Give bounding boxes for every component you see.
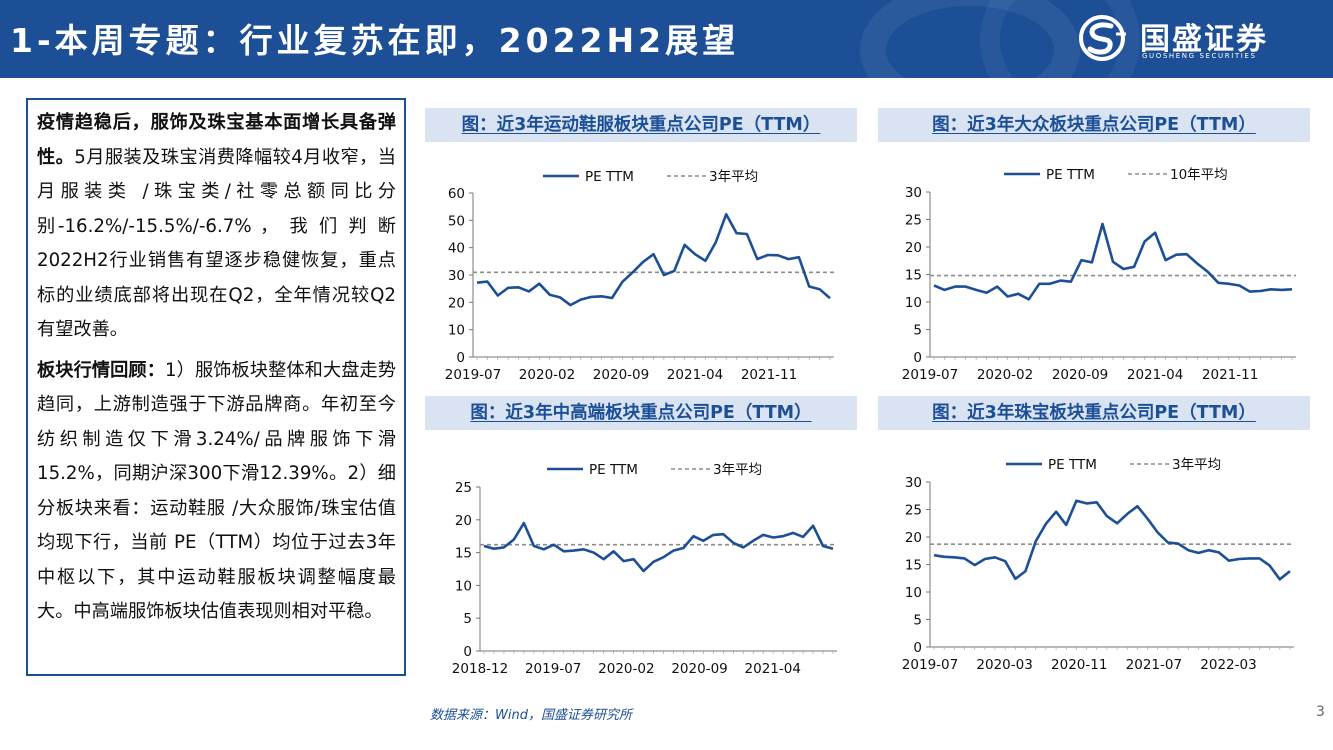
y-tick-label: 10 — [448, 323, 465, 339]
x-tick-label: 2021-04 — [745, 661, 801, 677]
pe-ttm-line — [483, 521, 834, 573]
logo-icon — [1079, 15, 1126, 61]
y-tick-label: 40 — [448, 241, 465, 257]
legend-label-pe: PE TTM — [585, 169, 634, 185]
y-tick-label: 20 — [455, 513, 472, 529]
legend-label-average: 3年平均 — [1172, 457, 1221, 473]
y-tick-label: 5 — [913, 323, 922, 339]
summary-heading-1: 疫情趋稳后，服饰及珠宝基本面增长具备弹性。 — [37, 112, 396, 168]
chart-jewelry: 0 5 10 15 20 25 30 2019-07 2020-03 2020-11 2021-07… — [902, 457, 1294, 673]
page-title: 1-本周专题：行业复苏在即，2022H2展望 — [10, 21, 740, 60]
y-tick-label: 10 — [455, 578, 472, 594]
legend-label-pe: PE TTM — [1048, 457, 1097, 473]
x-tick-label: 2021-04 — [667, 367, 723, 383]
y-tick-label: 0 — [913, 640, 922, 656]
x-tick-label: 2021-07 — [1126, 657, 1182, 673]
chart-highend: 0 5 10 15 20 25 2018-12 2019-07 2020-02 2020-09 20… — [452, 462, 837, 677]
x-tick-label: 2020-09 — [671, 661, 727, 677]
chart-title: 图：近3年运动鞋服板块重点公司PE（TTM） — [425, 108, 857, 142]
brand-logo: 国盛证券 GUOSHENG SECURITIES — [1076, 10, 1296, 72]
legend-label-pe: PE TTM — [589, 462, 638, 478]
summary-text-2: 1）服饰板块整体和大盘走势趋同，上游制造强于下游品牌商。年初至今纺织制造仅下滑3… — [37, 359, 396, 623]
chart-panel-sports: 图：近3年运动鞋服板块重点公司PE（TTM） 0 10 20 30 40 50 60 2019… — [425, 108, 857, 393]
pe-ttm-line — [933, 499, 1291, 581]
chart-mass: 0 5 10 15 20 25 30 2019-07 2020-02 2020-09 2021-04… — [902, 167, 1296, 383]
y-tick-label: 50 — [448, 213, 465, 229]
header-bar: 1-本周专题：行业复苏在即，2022H2展望 国盛证券 GUOSHENG SEC… — [0, 0, 1333, 78]
x-tick-label: 2019-07 — [902, 657, 958, 673]
chart-title: 图：近3年中高端板块重点公司PE（TTM） — [425, 396, 857, 430]
y-tick-label: 15 — [905, 558, 922, 574]
y-tick-label: 30 — [905, 475, 922, 491]
y-tick-label: 30 — [905, 185, 922, 201]
legend-label-average: 10年平均 — [1170, 167, 1228, 183]
y-tick-label: 5 — [913, 613, 922, 629]
summary-paragraph-1: 疫情趋稳后，服饰及珠宝基本面增长具备弹性。5月服装及珠宝消费降幅较4月收窄，当月… — [37, 106, 396, 348]
y-tick-label: 25 — [455, 480, 472, 496]
x-tick-label: 2021-11 — [741, 367, 797, 383]
chart-panel-jewelry: 图：近3年珠宝板块重点公司PE（TTM） 0 5 10 15 20 25 30 2019-07… — [878, 396, 1310, 691]
y-tick-label: 10 — [905, 585, 922, 601]
y-tick-label: 10 — [905, 295, 922, 311]
x-tick-label: 2020-09 — [593, 367, 649, 383]
y-tick-label: 0 — [913, 350, 922, 366]
x-tick-label: 2022-03 — [1200, 657, 1256, 673]
logo-text: 国盛证券 — [1140, 22, 1268, 57]
legend-label-pe: PE TTM — [1046, 167, 1095, 183]
y-tick-label: 15 — [905, 268, 922, 284]
summary-heading-2: 板块行情回顾： — [37, 359, 165, 381]
x-tick-label: 2021-11 — [1202, 367, 1258, 383]
pe-ttm-line — [933, 222, 1293, 301]
y-tick-label: 0 — [463, 644, 472, 660]
x-tick-label: 2019-07 — [902, 367, 958, 383]
y-tick-label: 25 — [905, 213, 922, 229]
x-tick-label: 2019-07 — [445, 367, 501, 383]
y-tick-label: 30 — [448, 268, 465, 284]
x-tick-label: 2020-11 — [1051, 657, 1107, 673]
x-tick-label: 2020-02 — [598, 661, 654, 677]
chart-sports: 0 10 20 30 40 50 60 2019-07 2020-02 2020-09 2021-0… — [445, 169, 834, 383]
pe-ttm-line — [476, 213, 831, 307]
x-tick-label: 2018-12 — [452, 661, 508, 677]
y-tick-label: 20 — [448, 295, 465, 311]
y-tick-label: 5 — [463, 611, 472, 627]
y-tick-label: 25 — [905, 503, 922, 519]
y-tick-label: 20 — [905, 530, 922, 546]
x-tick-label: 2019-07 — [525, 661, 581, 677]
data-source: 数据来源：Wind，国盛证券研究所 — [430, 708, 632, 723]
chart-panel-mass: 图：近3年大众板块重点公司PE（TTM） 0 5 10 15 20 25 30 2019-07… — [878, 108, 1310, 393]
summary-box: 疫情趋稳后，服饰及珠宝基本面增长具备弹性。5月服装及珠宝消费降幅较4月收窄，当月… — [26, 98, 406, 676]
legend-label-average: 3年平均 — [709, 169, 758, 185]
y-tick-label: 20 — [905, 240, 922, 256]
chart-title: 图：近3年珠宝板块重点公司PE（TTM） — [878, 396, 1310, 430]
summary-text-1: 5月服装及珠宝消费降幅较4月收窄，当月服装类 /珠宝类/社零总额同比分别-16.… — [37, 146, 396, 341]
x-tick-label: 2021-04 — [1127, 367, 1183, 383]
chart-panel-highend: 图：近3年中高端板块重点公司PE（TTM） 0 5 10 15 20 25 2018-12 2… — [425, 396, 857, 691]
header-decoration — [980, 0, 1140, 78]
page-number: 3 — [1316, 704, 1325, 720]
y-tick-label: 60 — [448, 186, 465, 202]
x-tick-label: 2020-02 — [519, 367, 575, 383]
x-tick-label: 2020-02 — [977, 367, 1033, 383]
legend-label-average: 3年平均 — [713, 462, 762, 478]
summary-paragraph-2: 板块行情回顾：1）服饰板块整体和大盘走势趋同，上游制造强于下游品牌商。年初至今纺… — [37, 354, 396, 630]
x-tick-label: 2020-09 — [1052, 367, 1108, 383]
y-tick-label: 15 — [455, 546, 472, 562]
chart-title: 图：近3年大众板块重点公司PE（TTM） — [878, 108, 1310, 142]
y-tick-label: 0 — [456, 350, 465, 366]
x-tick-label: 2020-03 — [976, 657, 1032, 673]
logo-subtitle: GUOSHENG SECURITIES — [1142, 52, 1257, 60]
